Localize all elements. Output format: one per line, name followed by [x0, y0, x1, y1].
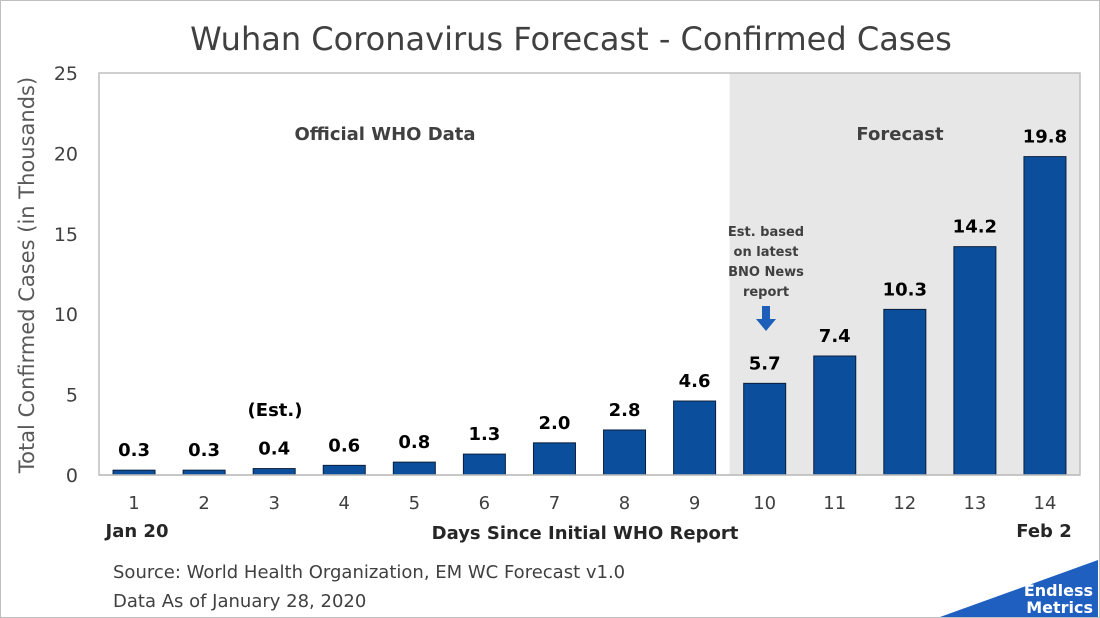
x-axis-title: Days Since Initial WHO Report	[432, 523, 739, 544]
bar	[743, 382, 787, 476]
bar	[392, 461, 436, 476]
y-axis-title: Total Confirmed Cases (in Thousands)	[15, 77, 39, 474]
bar-value-label: 0.3	[118, 440, 150, 461]
bar-value-label: 7.4	[819, 326, 851, 347]
logo-line-2: Metrics	[1026, 598, 1093, 617]
down-arrow-icon	[756, 306, 776, 331]
start-date-label: Jan 20	[104, 521, 169, 542]
logo-triangle	[940, 560, 1098, 617]
bar	[953, 246, 997, 476]
bar-value-label: 0.8	[398, 432, 430, 453]
bar-value-label: 2.0	[539, 413, 571, 434]
y-tick-label: 5	[66, 385, 78, 407]
y-tick-label: 20	[54, 143, 78, 165]
bar	[673, 400, 717, 476]
bar-value-label: 10.3	[883, 279, 927, 300]
y-tick-label: 0	[66, 465, 78, 487]
x-tick-label: 12	[893, 493, 916, 514]
bar	[813, 355, 857, 476]
x-tick-label: 4	[339, 493, 350, 514]
y-tick-label: 10	[54, 304, 78, 326]
bar	[1023, 156, 1067, 476]
bar-value-label: 1.3	[468, 424, 500, 445]
value-labels: 0.3 0.3 0.4 0.6 0.8 1.3 2.0 2.8 4.6 5.7 7.4 10.3 14.…	[118, 127, 1067, 462]
bar-value-label: 14.2	[953, 217, 997, 238]
data-date-text: Data As of January 28, 2020	[113, 591, 366, 612]
y-axis-ticks: 0 5 10 15 20 25	[54, 63, 78, 487]
bno-note: Est. based on latest BNO News report	[728, 225, 804, 331]
note-line-2: on latest	[734, 245, 799, 260]
bar-value-label: 19.8	[1023, 127, 1067, 148]
bar	[462, 453, 506, 476]
x-tick-label: 14	[1034, 493, 1057, 514]
bar	[322, 464, 366, 476]
endless-metrics-logo: Endless Metrics	[940, 560, 1098, 617]
bar	[883, 308, 927, 476]
x-tick-label: 3	[268, 493, 279, 514]
chart-title: Wuhan Coronavirus Forecast - Confirmed C…	[190, 20, 952, 58]
x-tick-label: 5	[409, 493, 420, 514]
x-tick-label: 9	[689, 493, 700, 514]
logo-line-1: Endless	[1024, 581, 1093, 600]
bar-value-label: 4.6	[679, 371, 711, 392]
x-tick-label: 2	[198, 493, 209, 514]
est-annotation: (Est.)	[248, 400, 303, 421]
x-tick-label: 1	[128, 493, 139, 514]
note-line-1: Est. based	[728, 225, 804, 240]
x-axis-ticks: 1 2 3 4 5 6 7 8 9 10 11 12 13 14	[128, 493, 1056, 514]
bar-value-label: 0.6	[328, 435, 360, 456]
bar-value-label: 5.7	[749, 353, 781, 374]
bar	[603, 429, 647, 476]
forecast-label: Forecast	[856, 124, 944, 145]
x-tick-label: 8	[619, 493, 630, 514]
note-line-3: BNO News	[728, 265, 804, 280]
x-tick-label: 7	[549, 493, 560, 514]
y-tick-label: 25	[54, 63, 78, 85]
bar	[532, 442, 576, 476]
x-tick-label: 11	[823, 493, 846, 514]
source-text: Source: World Health Organization, EM WC…	[113, 562, 625, 583]
x-tick-label: 10	[753, 493, 776, 514]
bar-value-label: 2.8	[609, 400, 641, 421]
x-tick-label: 13	[963, 493, 986, 514]
bar	[252, 468, 296, 476]
bar-value-label: 0.3	[188, 440, 220, 461]
bars	[112, 156, 1067, 476]
bar-value-label: 0.4	[258, 439, 290, 460]
y-tick-label: 15	[54, 224, 78, 246]
note-line-4: report	[743, 285, 789, 300]
x-tick-label: 6	[479, 493, 490, 514]
end-date-label: Feb 2	[1016, 521, 1071, 542]
official-data-label: Official WHO Data	[294, 124, 475, 145]
